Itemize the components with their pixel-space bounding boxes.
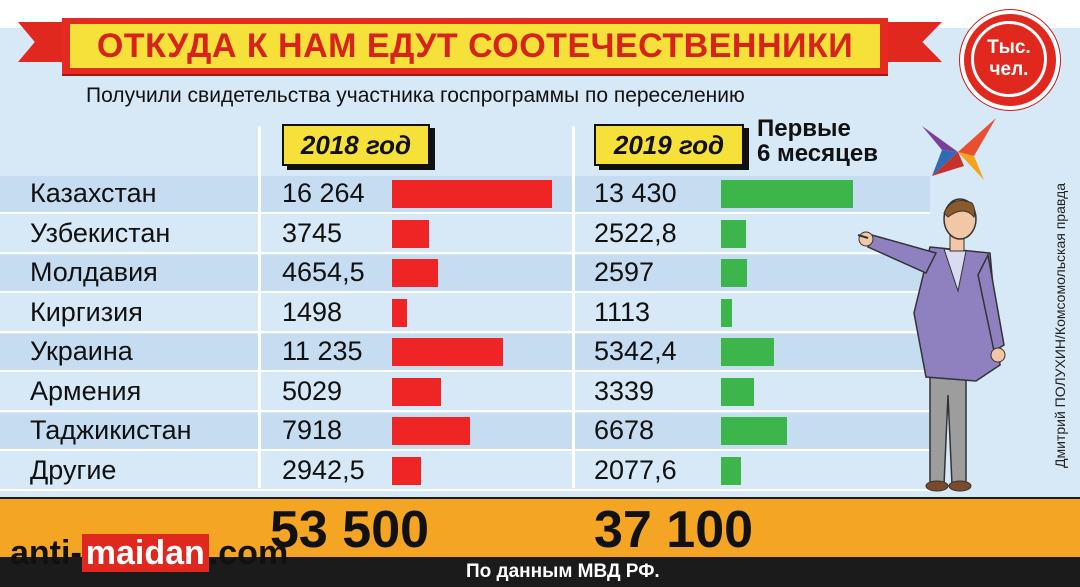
bar-2018 — [392, 338, 503, 366]
column-divider-1 — [258, 126, 261, 488]
title-band: ОТКУДА К НАМ ЕДУТ СООТЕЧЕСТВЕННИКИ — [70, 24, 880, 68]
bar-2019 — [721, 220, 746, 248]
chart-subtitle: Получили свидетельства участника госпрог… — [86, 84, 745, 107]
bar-2018 — [392, 180, 552, 208]
bar-2018 — [392, 220, 429, 248]
category-label: Киргизия — [30, 297, 143, 327]
bar-2019 — [721, 457, 741, 485]
series-name-2019: 2019 год — [613, 129, 725, 160]
category-label: Казахстан — [30, 178, 157, 208]
row-divider — [0, 449, 930, 451]
period-note: Первые 6 месяцев — [757, 116, 878, 166]
row-divider — [0, 410, 930, 412]
category-label: Таджикистан — [30, 415, 192, 445]
category-label: Армения — [30, 376, 142, 406]
data-label-2019: 2522,8 — [594, 218, 677, 248]
year-badge-2018: 2018 год — [282, 124, 430, 166]
row-divider — [0, 489, 930, 491]
data-label-2018: 16 264 — [282, 178, 365, 208]
data-label-2019: 3339 — [594, 376, 655, 406]
data-label-2018: 4654,5 — [282, 257, 365, 287]
category-label: Узбекистан — [30, 218, 171, 248]
table-row — [0, 255, 930, 291]
note-line-1: Первые — [757, 115, 851, 142]
category-label: Другие — [30, 455, 117, 485]
watermark-part-3: .com — [208, 534, 289, 572]
data-label-2018: 3745 — [282, 218, 343, 248]
unit-line-1: Тыс. — [987, 37, 1031, 58]
column-divider-2 — [572, 126, 575, 488]
data-label-2018: 7918 — [282, 415, 343, 445]
bar-2019 — [721, 299, 732, 327]
data-label-2019: 6678 — [594, 415, 655, 445]
bar-2019 — [721, 338, 774, 366]
watermark-part-1: anti- — [10, 534, 82, 572]
total-2019: 37 100 — [594, 501, 754, 559]
row-divider — [0, 252, 930, 254]
bar-2018 — [392, 457, 421, 485]
data-label-2018: 2942,5 — [282, 455, 365, 485]
row-divider — [0, 291, 930, 293]
data-label-2018: 1498 — [282, 297, 343, 327]
bird-logo-icon — [922, 118, 996, 180]
chart-title: ОТКУДА К НАМ ЕДУТ СООТЕЧЕСТВЕННИКИ — [96, 26, 854, 65]
unit-line-2: чел. — [989, 59, 1029, 80]
bar-2018 — [392, 259, 438, 287]
bar-2018 — [392, 417, 470, 445]
watermark-logo: anti-maidan .com — [10, 534, 288, 573]
author-credit: Дмитрий ПОЛУХИН/Комсомольская правда — [1052, 182, 1068, 468]
title-ribbon: ОТКУДА К НАМ ЕДУТ СООТЕЧЕСТВЕННИКИ — [62, 18, 888, 74]
bar-2018 — [392, 299, 407, 327]
row-divider — [0, 370, 930, 372]
bar-2019 — [721, 417, 787, 445]
data-label-2019: 1113 — [594, 297, 651, 327]
note-line-2: 6 месяцев — [757, 140, 879, 167]
pointing-man-illustration — [857, 198, 1006, 492]
unit-badge-inner: Тыс. чел. — [971, 21, 1047, 97]
series-name-2018: 2018 год — [300, 129, 412, 160]
data-label-2018: 11 235 — [282, 336, 363, 366]
data-label-2019: 2597 — [594, 257, 655, 287]
data-source: По данным МВД РФ. — [466, 561, 660, 582]
bar-2019 — [721, 378, 754, 406]
bar-2019 — [721, 259, 747, 287]
data-label-2018: 5029 — [282, 376, 343, 406]
bar-2019 — [721, 180, 853, 208]
total-2018: 53 500 — [270, 501, 430, 559]
watermark-part-2: maidan — [81, 534, 209, 572]
year-badge-2019: 2019 год — [594, 124, 744, 166]
row-divider — [0, 212, 930, 214]
data-label-2019: 2077,6 — [594, 455, 677, 485]
bar-2018 — [392, 378, 441, 406]
category-label: Молдавия — [30, 257, 158, 287]
data-label-2019: 5342,4 — [594, 336, 677, 366]
table-row — [0, 453, 930, 489]
data-label-2019: 13 430 — [594, 178, 677, 208]
unit-badge: Тыс. чел. — [960, 10, 1060, 110]
row-divider — [0, 331, 930, 333]
category-label: Украина — [30, 336, 133, 366]
